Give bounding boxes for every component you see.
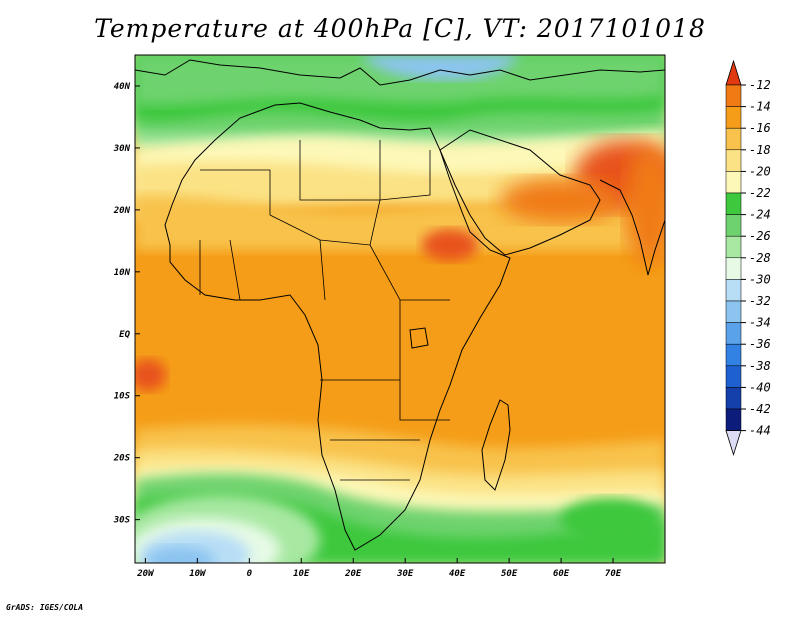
india-coastline bbox=[599, 179, 665, 276]
colorbar-swatch bbox=[725, 365, 742, 388]
colorbar-label: -20 bbox=[749, 164, 771, 178]
africa-coastline bbox=[164, 102, 511, 551]
lon-tick-label: 0 bbox=[247, 569, 253, 579]
lat-tick-label: 20N bbox=[113, 206, 131, 216]
colorbar-label: -40 bbox=[749, 380, 771, 394]
lon-tick-label: 40E bbox=[449, 569, 466, 579]
colorbar-swatch bbox=[725, 408, 742, 431]
lat-tick-label: 30N bbox=[113, 144, 131, 154]
lon-tick-label: 20E bbox=[344, 569, 362, 579]
borders bbox=[199, 140, 450, 481]
field-warm-spot-ethiopia bbox=[422, 229, 478, 261]
colorbar-swatch bbox=[725, 279, 742, 302]
colorbar-label: -36 bbox=[749, 337, 771, 351]
europe-coastline bbox=[135, 59, 665, 86]
colorbar-swatch bbox=[725, 171, 742, 194]
colorbar-label: -22 bbox=[749, 186, 771, 200]
colorbar-swatch bbox=[725, 106, 742, 129]
field-warm-spot-arabia bbox=[500, 178, 620, 222]
arabia-coastline bbox=[439, 129, 601, 256]
colorbar-swatch bbox=[725, 322, 742, 345]
lon-tick-label: 70E bbox=[605, 569, 622, 579]
field-cold-spot-mediterranean bbox=[360, 55, 520, 81]
longitude-axis: 20W 10W 0 10E 20E 30E 40E 50E 60E 70E bbox=[136, 558, 622, 579]
colorbar-swatch bbox=[725, 387, 742, 410]
temperature-field bbox=[135, 55, 665, 563]
colorbar-swatch bbox=[725, 192, 742, 215]
colorbar-swatch bbox=[725, 214, 742, 237]
field-band-north-green2 bbox=[135, 55, 665, 106]
lon-tick-label: 10W bbox=[189, 569, 207, 579]
lon-tick-label: 30E bbox=[396, 569, 414, 579]
colorbar: -12 -14 -16 -18 -20 -22 -24 -26 -28 -30 -32 -34 -36 -… bbox=[725, 59, 771, 456]
colorbar-label: -24 bbox=[749, 208, 771, 222]
colorbar-label: -34 bbox=[749, 316, 771, 330]
colorbar-label: -12 bbox=[749, 78, 771, 92]
colorbar-top-arrow bbox=[725, 59, 742, 86]
colorbar-bottom-arrow bbox=[725, 430, 742, 456]
map-frame bbox=[134, 54, 666, 564]
field-warm-spot-india-south bbox=[625, 145, 665, 265]
field-cold-spot-southeast bbox=[560, 498, 660, 542]
lat-tick-label: 30S bbox=[113, 516, 131, 526]
lat-tick-label: 10S bbox=[114, 392, 131, 402]
colorbar-label: -32 bbox=[749, 294, 771, 308]
lon-tick-label: 20W bbox=[136, 569, 155, 579]
colorbar-swatch bbox=[725, 235, 742, 259]
colorbar-label: -16 bbox=[749, 121, 771, 135]
colorbar-label: -30 bbox=[749, 272, 771, 286]
colorbar-label: -44 bbox=[749, 424, 771, 438]
colorbar-label: -18 bbox=[749, 143, 771, 157]
lat-tick-label: 10N bbox=[114, 268, 131, 278]
colorbar-swatch bbox=[725, 257, 742, 280]
madagascar-coastline bbox=[481, 399, 511, 491]
colorbar-swatch bbox=[725, 84, 742, 107]
lake-victoria bbox=[409, 327, 429, 349]
coastlines bbox=[135, 59, 665, 551]
lat-tick-label: 40N bbox=[114, 82, 131, 92]
colorbar-label: -42 bbox=[749, 402, 771, 416]
colorbar-label: -26 bbox=[749, 229, 771, 243]
field-warm-spot-atlantic bbox=[135, 359, 166, 391]
colorbar-swatch bbox=[725, 343, 742, 367]
chart-title: Temperature at 400hPa [C], VT: 201710101… bbox=[94, 14, 706, 43]
colorbar-label: -28 bbox=[749, 251, 771, 265]
colorbar-label: -38 bbox=[749, 359, 771, 373]
lon-tick-label: 60E bbox=[553, 569, 570, 579]
colorbar-swatch bbox=[725, 300, 742, 323]
colorbar-swatch bbox=[725, 149, 742, 172]
colorbar-label: -14 bbox=[749, 100, 771, 114]
lon-tick-label: 50E bbox=[501, 569, 518, 579]
lat-tick-label: 20S bbox=[113, 454, 131, 464]
latitude-axis: 40N 30N 20N 10N EQ 10S 20S 30S bbox=[113, 82, 140, 526]
lon-tick-label: 10E bbox=[293, 569, 310, 579]
colorbar-swatch bbox=[725, 127, 742, 151]
grads-credit: GrADS: IGES/COLA bbox=[6, 603, 84, 612]
lat-tick-label: EQ bbox=[119, 330, 130, 340]
